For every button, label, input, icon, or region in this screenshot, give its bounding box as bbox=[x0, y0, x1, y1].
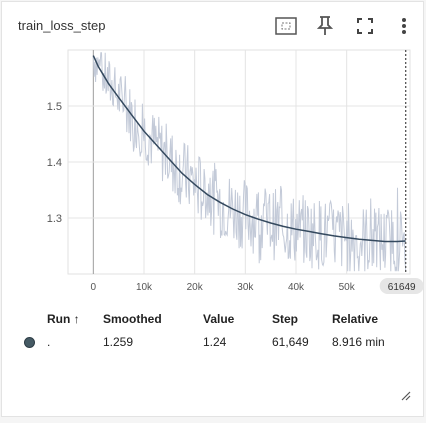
more-vert-icon[interactable] bbox=[392, 14, 416, 38]
header-value[interactable]: Value bbox=[203, 312, 235, 326]
x-tick-label: 30k bbox=[237, 282, 254, 293]
header-run[interactable]: Run ↑ bbox=[47, 312, 80, 326]
series-raw-line bbox=[92, 52, 407, 272]
step-cursor-label: 61649 bbox=[388, 282, 416, 293]
cell-smoothed: 1.259 bbox=[103, 335, 134, 349]
cell-step: 61,649 bbox=[272, 335, 309, 349]
header-smoothed[interactable]: Smoothed bbox=[103, 312, 162, 326]
x-tick-label: 0 bbox=[91, 282, 97, 293]
cell-value: 1.24 bbox=[203, 335, 227, 349]
header-step[interactable]: Step bbox=[272, 312, 299, 326]
series-smoothed-line bbox=[92, 55, 406, 243]
fullscreen-icon[interactable] bbox=[353, 14, 377, 38]
header-relative[interactable]: Relative bbox=[332, 312, 379, 326]
scalar-card: train_loss_step 0 10k 20k 30k 40k 50k 1.5 1.4 1.… bbox=[1, 1, 424, 417]
resize-handle-icon[interactable] bbox=[401, 391, 411, 401]
loss-chart[interactable]: 0 10k 20k 30k 40k 50k 1.5 1.4 1.3 61649 bbox=[2, 42, 426, 302]
x-tick-label: 20k bbox=[187, 282, 204, 293]
y-tick-label: 1.3 bbox=[47, 213, 62, 225]
cell-relative: 8.916 min bbox=[332, 335, 385, 349]
x-tick-label: 40k bbox=[288, 282, 305, 293]
step-cursor-badge bbox=[379, 278, 424, 294]
card-title: train_loss_step bbox=[18, 18, 106, 33]
y-tick-label: 1.4 bbox=[47, 157, 62, 169]
x-tick-label: 50k bbox=[339, 282, 356, 293]
y-tick-label: 1.5 bbox=[47, 101, 62, 113]
run-color-dot bbox=[24, 337, 35, 348]
pin-icon[interactable] bbox=[313, 14, 337, 38]
cell-run: . bbox=[47, 335, 51, 349]
fit-domain-icon[interactable] bbox=[274, 14, 298, 38]
x-tick-label: 10k bbox=[136, 282, 153, 293]
